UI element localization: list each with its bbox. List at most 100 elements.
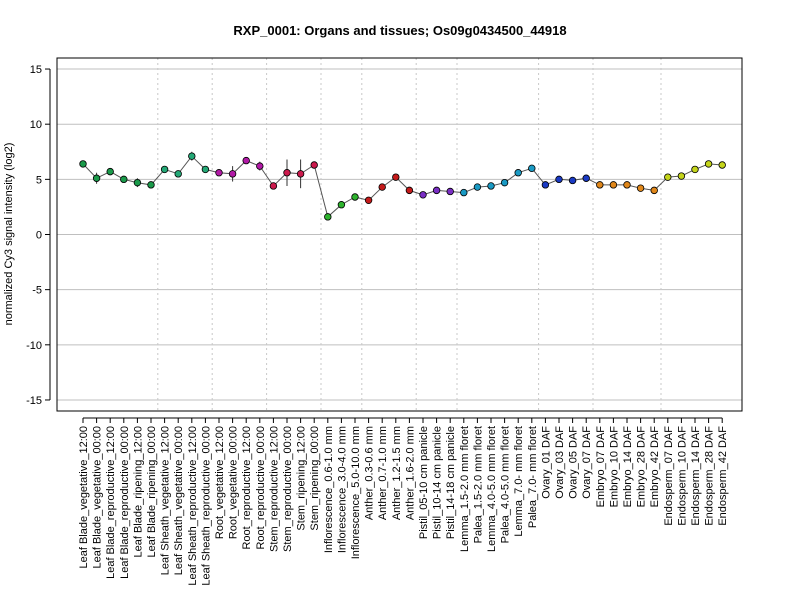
x-tick-label: Embryo_10 DAF [608, 426, 620, 508]
x-tick-label: Embryo_42 DAF [649, 426, 661, 508]
data-point [664, 173, 672, 181]
data-points [79, 152, 726, 221]
data-point [555, 175, 563, 184]
x-tick-label: Root_reproductive_12:00 [241, 426, 253, 550]
y-tick-label: 10 [30, 119, 42, 131]
data-point [215, 169, 223, 177]
data-point [568, 176, 577, 185]
data-point [133, 178, 142, 187]
data-point [677, 172, 686, 180]
x-tick-label: Pistil_10-14 cm panicle [432, 426, 444, 539]
x-tick-label: Leaf Blade_vegetative_12:00 [78, 426, 90, 569]
x-tick-label: Endosperm_28 DAF [704, 426, 716, 526]
x-tick-label: Endosperm_42 DAF [717, 426, 729, 526]
data-point [364, 196, 373, 205]
data-point [460, 188, 468, 197]
data-point [473, 183, 482, 191]
data-point [256, 162, 264, 170]
data-point [120, 175, 128, 184]
data-point [704, 160, 713, 168]
data-point [188, 152, 196, 160]
data-point [201, 165, 210, 174]
data-point [228, 170, 237, 178]
data-point [541, 181, 550, 189]
x-tick-label: Leaf Sheath_vegetative_12:00 [160, 426, 172, 575]
x-tick-label: Palea_4.0-5.0 mm floret [500, 426, 512, 543]
x-tick-label: Stem_reproductive_00:00 [282, 426, 294, 552]
x-tick-label: Palea_7.0- mm floret [527, 426, 539, 528]
data-point [160, 165, 169, 174]
x-tick-label: Palea_1.5-2.0 mm floret [472, 426, 484, 543]
data-point [623, 181, 631, 189]
data-point [514, 169, 522, 177]
data-point [242, 156, 250, 165]
x-tick-label: Endosperm_10 DAF [676, 426, 688, 526]
data-point [528, 164, 536, 173]
x-tick-label: Pistil_14-18 cm panicle [445, 426, 457, 539]
y-tick-label: 0 [36, 230, 42, 242]
data-point [609, 181, 618, 189]
data-point [174, 170, 182, 178]
data-point [405, 186, 414, 195]
group-separators [157, 58, 662, 411]
x-tick-label: Inflorescence_0.6-1.0 mm [323, 426, 335, 553]
x-axis: Leaf Blade_vegetative_12:00 Leaf Blade_ve… [78, 417, 729, 586]
data-point [310, 161, 318, 169]
x-tick-label: Pistil_05-10 cm panicle [418, 426, 430, 539]
x-tick-label: Root_vegetative_12:00 [214, 426, 226, 539]
x-tick-label: Embryo_07 DAF [595, 426, 607, 508]
data-point [296, 170, 305, 178]
data-point [691, 165, 699, 174]
data-point [446, 187, 454, 196]
data-point [283, 169, 291, 177]
data-point [92, 174, 101, 182]
x-tick-label: Anther_1.2-1.5 mm [391, 426, 403, 520]
data-point [147, 181, 155, 189]
x-tick-label: Inflorescence_5.0-10.0 mm [350, 426, 362, 559]
x-tick-label: Leaf Sheath_reproductive_12:00 [187, 426, 199, 586]
x-tick-label: Leaf Sheath_reproductive_00:00 [200, 426, 212, 586]
y-tick-label: 15 [30, 64, 42, 76]
x-tick-label: Lemma_4.0-5.0 mm floret [486, 426, 498, 552]
x-tick-label: Leaf Blade_ripening_12:00 [132, 426, 144, 558]
x-tick-label: Stem_reproductive_12:00 [268, 426, 280, 552]
data-point [596, 181, 604, 189]
x-tick-label: Embryo_28 DAF [636, 426, 648, 508]
data-point [718, 161, 726, 169]
x-tick-label: Ovary_01 DAF [540, 426, 552, 499]
data-point [500, 178, 509, 187]
y-axis: -15 -10 -5 0 5 10 15 [26, 64, 51, 407]
x-tick-label: Root_reproductive_00:00 [255, 426, 267, 550]
x-tick-label: Leaf Sheath_vegetative_00:00 [173, 426, 185, 575]
x-tick-label: Root_vegetative_00:00 [228, 426, 240, 539]
x-tick-label: Leaf Blade_vegetative_00:00 [92, 426, 104, 569]
x-tick-label: Embryo_14 DAF [622, 426, 634, 508]
x-tick-label: Endosperm_07 DAF [663, 426, 675, 526]
data-point [636, 184, 645, 192]
x-tick-label: Anther_1.6-2.0 mm [404, 426, 416, 520]
x-tick-label: Lemma_1.5-2.0 mm floret [459, 426, 471, 552]
data-point [351, 193, 359, 201]
x-tick-label: Leaf Blade_reproductive_00:00 [119, 426, 131, 579]
data-point [324, 213, 332, 221]
data-point [650, 186, 658, 195]
y-tick-label: -15 [26, 395, 42, 407]
x-tick-label: Anther_0.3-0.6 mm [364, 426, 376, 520]
x-tick-label: Ovary_07 DAF [581, 426, 593, 499]
grid-lines [57, 68, 742, 401]
x-tick-label: Anther_0.7-1.0 mm [377, 426, 389, 520]
y-tick-label: -5 [32, 285, 42, 297]
data-point [106, 167, 114, 176]
x-tick-label: Leaf Blade_reproductive_12:00 [105, 426, 117, 579]
data-point [79, 160, 87, 168]
data-point [419, 191, 427, 199]
x-tick-label: Ovary_03 DAF [554, 426, 566, 499]
data-point [378, 183, 386, 191]
y-tick-label: 5 [36, 174, 42, 186]
y-axis-label: normalized Cy3 signal intensity (log2) [3, 143, 15, 326]
data-point [487, 182, 495, 190]
x-tick-label: Endosperm_14 DAF [690, 426, 702, 526]
x-tick-label: Stem_ripening_00:00 [309, 426, 321, 531]
x-tick-label: Leaf Blade_ripening_00:00 [146, 426, 158, 558]
